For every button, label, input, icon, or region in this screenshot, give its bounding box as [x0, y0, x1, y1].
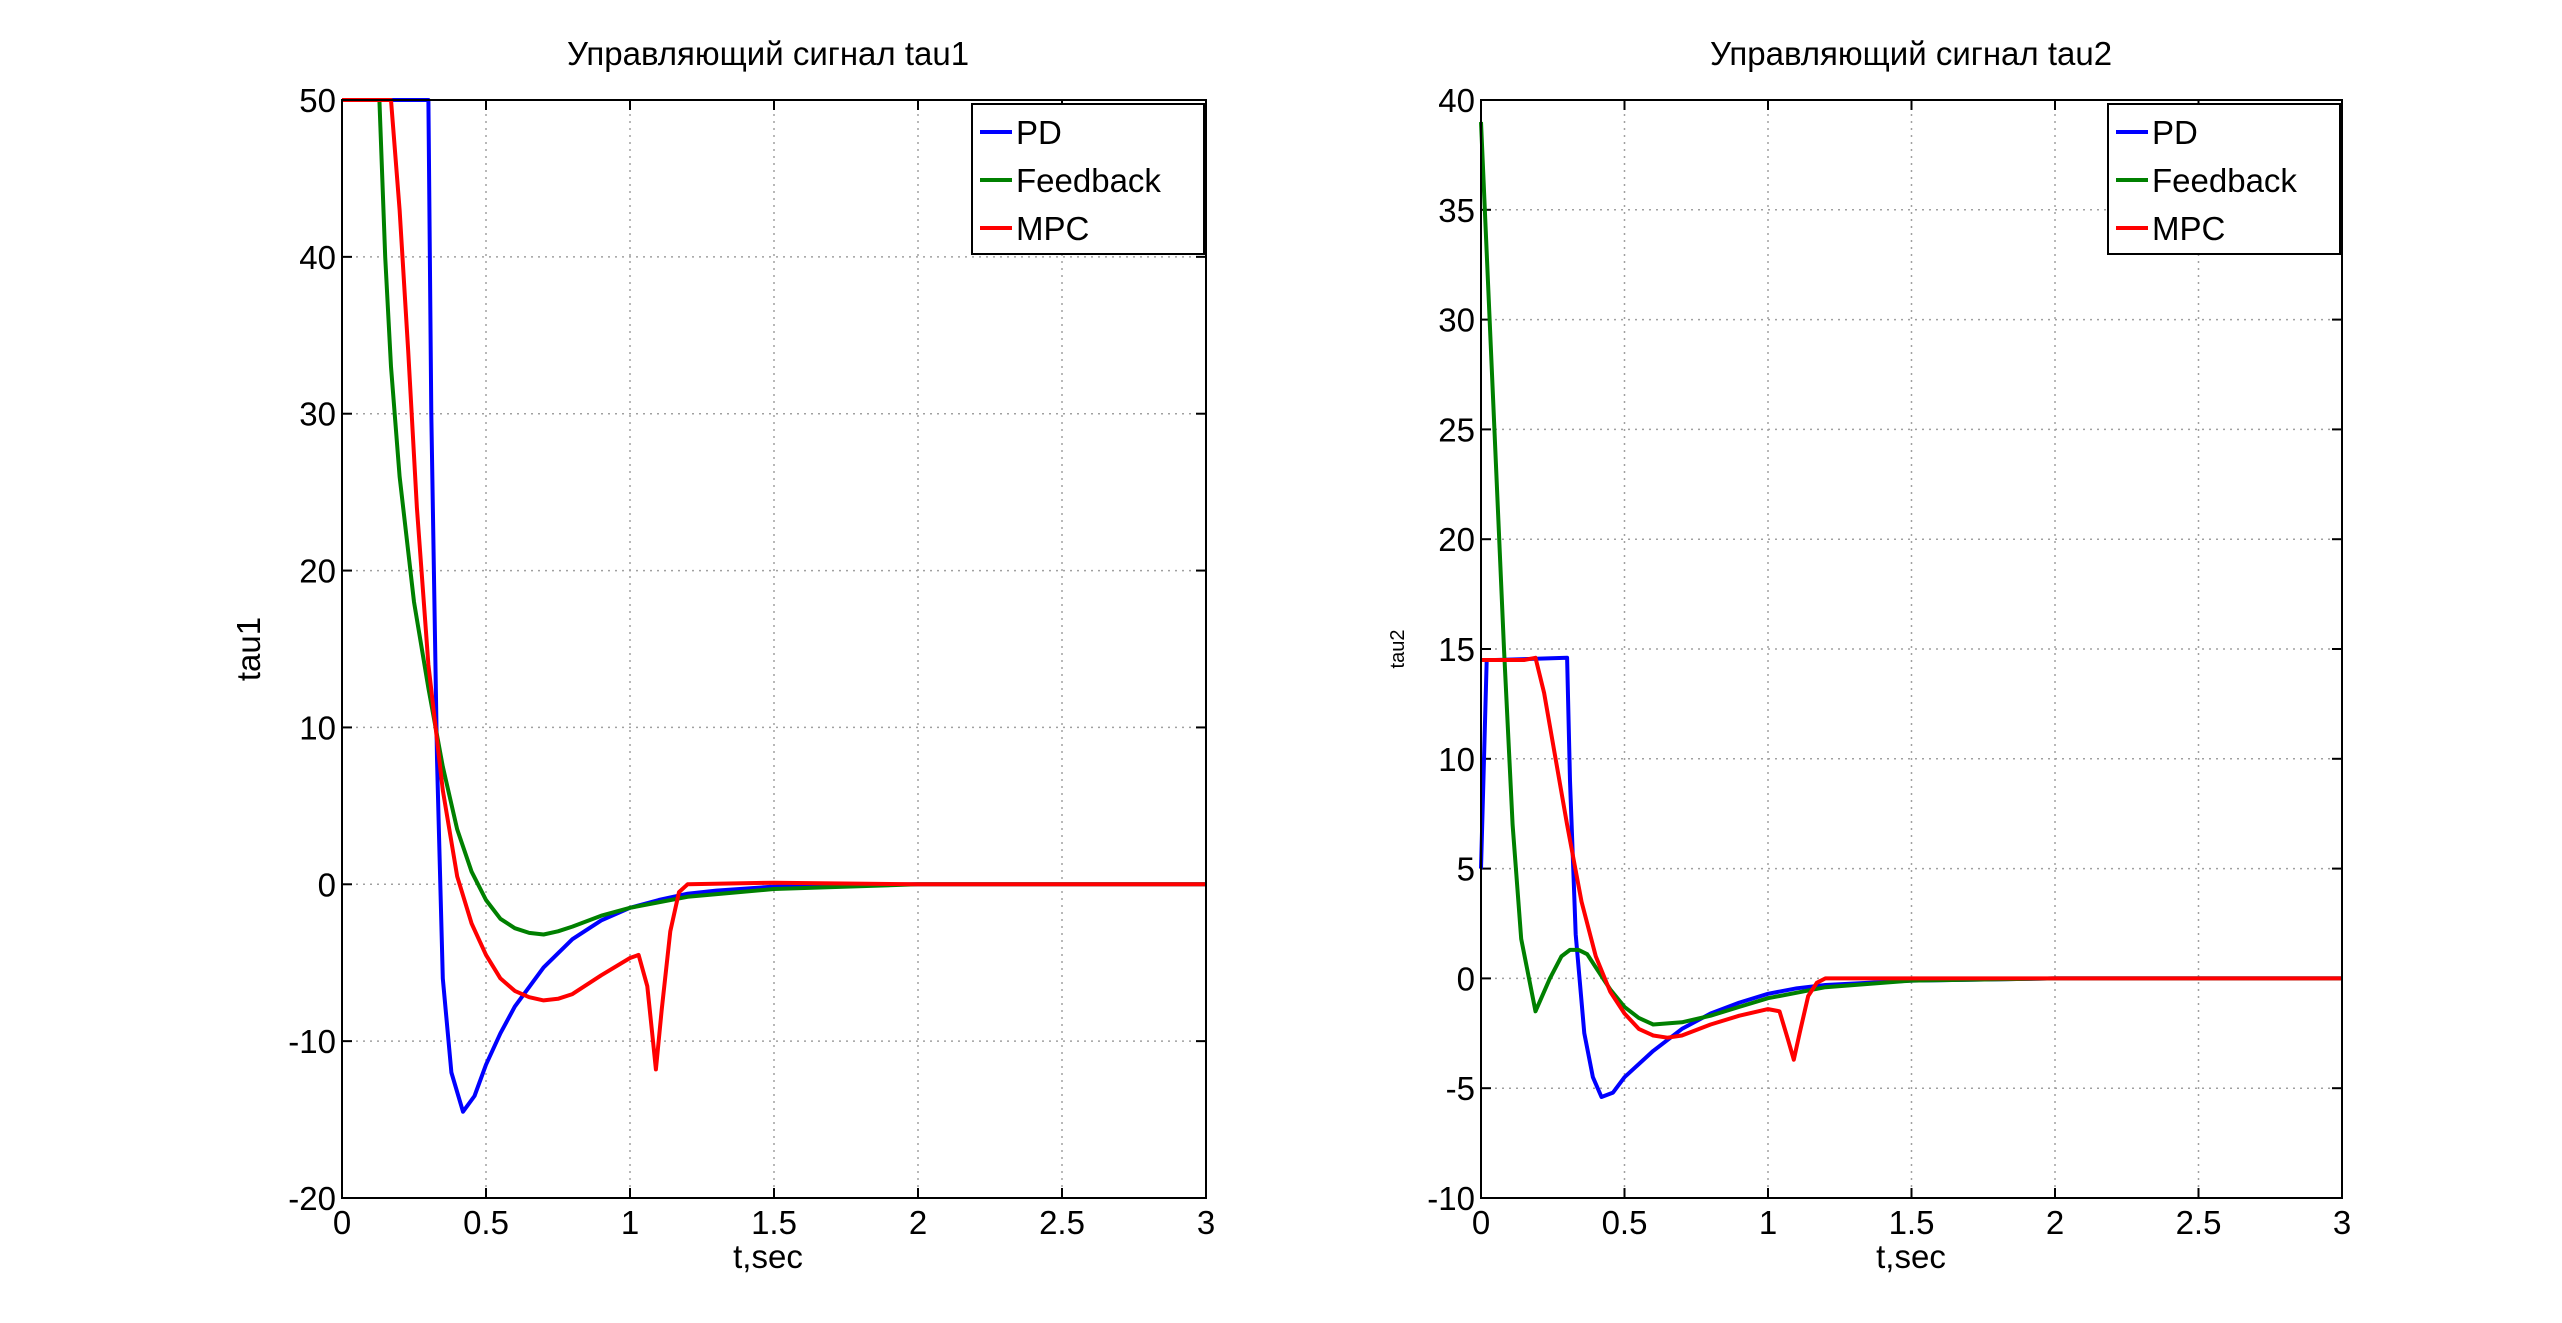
series-lines [342, 98, 1206, 1114]
y-tick-label: 40 [1438, 82, 1475, 119]
plot-frame [341, 99, 1207, 1199]
grid [341, 99, 1207, 1199]
y-tick-label: 10 [299, 709, 336, 746]
legend-label-pd: PD [1016, 114, 1062, 151]
y-tick-label: 30 [1438, 302, 1475, 339]
x-tick-label: 2.5 [2176, 1204, 2222, 1241]
y-tick-label: 0 [318, 866, 336, 903]
legend-label-feedback: Feedback [1016, 162, 1161, 199]
y-tick-label: 10 [1438, 741, 1475, 778]
x-tick-label: 0 [333, 1204, 351, 1241]
x-tick-labels: 0 0.5 1 1.5 2 2.5 3 [1472, 1204, 2351, 1241]
y-tick-label: 30 [299, 396, 336, 433]
x-tick-label: 1 [1759, 1204, 1777, 1241]
plot-area [342, 100, 1206, 1198]
y-tick-label: 40 [299, 239, 336, 276]
x-axis-label: t,sec [1876, 1238, 1946, 1275]
y-axis-label: tau2 [1387, 630, 1409, 669]
legend: PD Feedback MPC [2107, 103, 2341, 255]
x-tick-label: 2 [909, 1204, 927, 1241]
series-line-mpc [342, 98, 1206, 1072]
y-tick-label: 35 [1438, 192, 1475, 229]
x-tick-labels: 0 0.5 1 1.5 2 2.5 3 [333, 1204, 1215, 1241]
y-tick-labels: -20 -10 0 10 20 30 40 50 [288, 82, 336, 1217]
legend-label-feedback: Feedback [2152, 162, 2297, 199]
x-axis-label: t,sec [733, 1238, 803, 1275]
x-tick-label: 3 [1197, 1204, 1215, 1241]
x-tick-label: 0 [1472, 1204, 1490, 1241]
chart-title: Управляющий сигнал tau1 [567, 35, 969, 72]
legend-label-pd: PD [2152, 114, 2198, 151]
x-tick-label: 0.5 [1602, 1204, 1648, 1241]
x-tick-label: 1 [621, 1204, 639, 1241]
y-tick-label: -10 [1427, 1180, 1475, 1217]
plot-frame [1480, 99, 2343, 1199]
y-tick-label: -5 [1446, 1070, 1475, 1107]
chart-tau1: Управляющий сигнал tau1 0 0.5 1 1.5 2 2.5 3 -2… [230, 35, 1215, 1275]
legend-label-mpc: MPC [2152, 210, 2225, 247]
chart-tau2: Управляющий сигнал tau2 0 0.5 1 1.5 2 2.5 3 -1… [1387, 35, 2351, 1275]
y-tick-label: 20 [299, 553, 336, 590]
series-lines [1479, 121, 2342, 1099]
y-tick-label: 5 [1457, 851, 1475, 888]
legend-label-mpc: MPC [1016, 210, 1089, 247]
y-tick-label: 0 [1457, 960, 1475, 997]
series-line-mpc [1481, 655, 2342, 1062]
y-axis-label: tau1 [230, 617, 267, 681]
y-tick-label: -10 [288, 1023, 336, 1060]
x-tick-label: 3 [2333, 1204, 2351, 1241]
series-line-pd [342, 98, 1206, 1114]
y-tick-label: 20 [1438, 521, 1475, 558]
chart-title: Управляющий сигнал tau2 [1710, 35, 2112, 72]
x-tick-label: 2.5 [1039, 1204, 1085, 1241]
y-tick-label: 50 [299, 82, 336, 119]
x-tick-label: 1.5 [1889, 1204, 1935, 1241]
x-tick-label: 2 [2046, 1204, 2064, 1241]
x-tick-label: 1.5 [751, 1204, 797, 1241]
y-tick-label: 25 [1438, 411, 1475, 448]
legend: PD Feedback MPC [971, 103, 1205, 255]
series-line-feedback [342, 98, 1206, 937]
x-tick-label: 0.5 [463, 1204, 509, 1241]
y-tick-labels: -10 -5 0 5 10 15 20 25 30 35 40 [1427, 82, 1475, 1217]
y-tick-label: -20 [288, 1180, 336, 1217]
y-tick-label: 15 [1438, 631, 1475, 668]
plot-area [1481, 100, 2342, 1198]
